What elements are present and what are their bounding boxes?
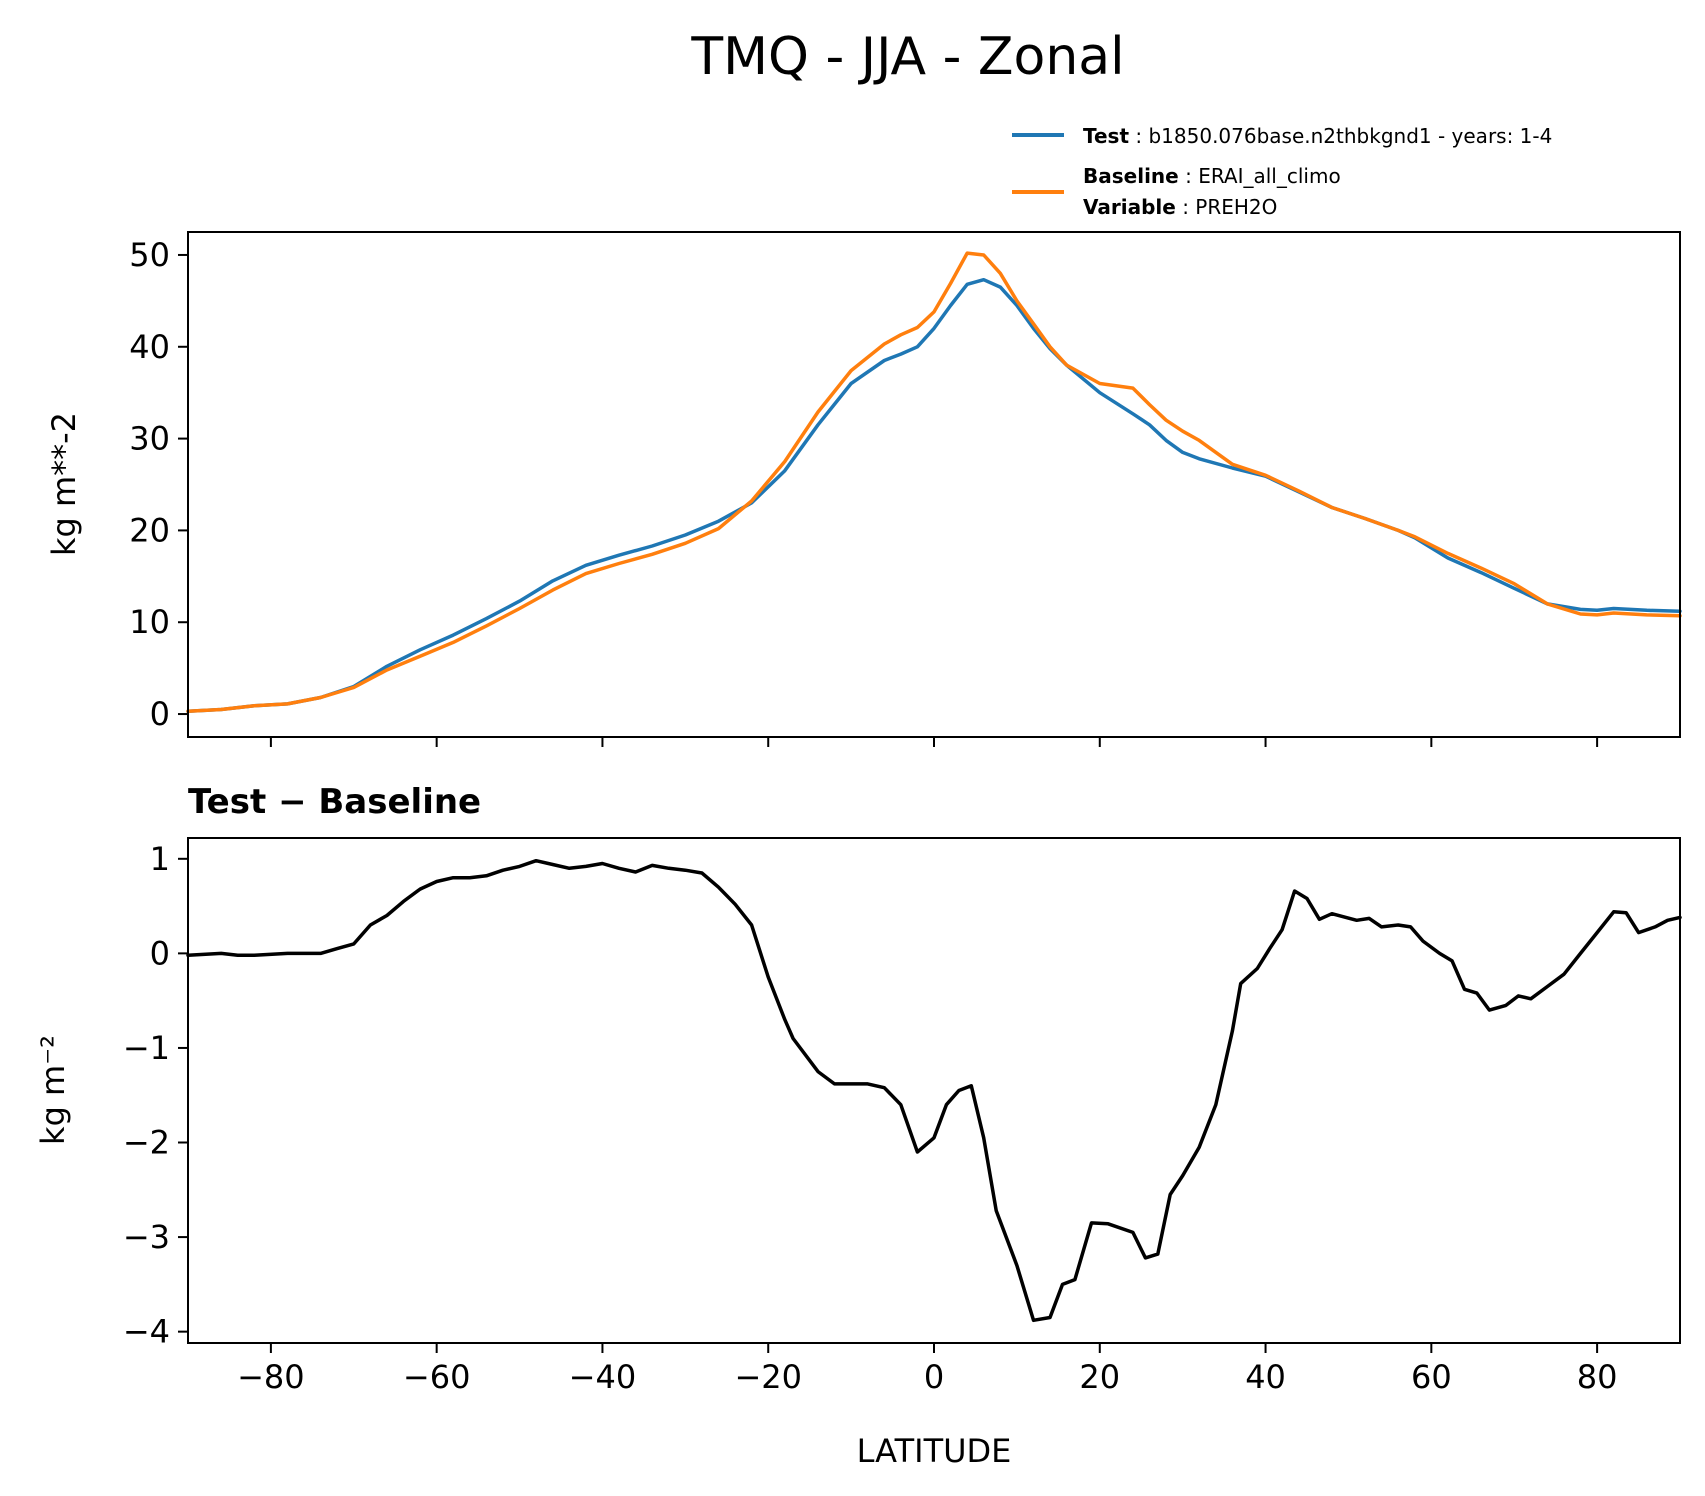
top-panel-ylabel: kg m**-2 — [45, 412, 83, 556]
legend-entry-test: Test : b1850.076base.n2thbkgnd1 - years:… — [1083, 124, 1552, 148]
bottom-panel-xlabel: LATITUDE — [857, 1432, 1012, 1470]
y-tick-label: 50 — [129, 236, 170, 274]
bottom-panel-title: Test − Baseline — [188, 782, 481, 822]
legend-entry-variable: Variable : PREH2O — [1083, 195, 1277, 219]
y-tick-label: −3 — [123, 1218, 170, 1256]
zonal-chart-figure: TMQ - JJA - Zonal Test : b1850.076base.n… — [0, 0, 1705, 1496]
bottom-panel-ylabel: kg m⁻² — [34, 1035, 72, 1145]
y-tick-label: 40 — [129, 328, 170, 366]
x-tick-label: 0 — [924, 1358, 944, 1396]
figure-background — [0, 0, 1705, 1496]
figure-title: TMQ - JJA - Zonal — [690, 27, 1124, 87]
x-tick-label: −40 — [569, 1358, 637, 1396]
x-tick-label: −60 — [403, 1358, 471, 1396]
y-tick-label: 10 — [129, 603, 170, 641]
x-tick-label: 40 — [1245, 1358, 1286, 1396]
y-tick-label: −2 — [123, 1124, 170, 1162]
y-tick-label: 1 — [150, 840, 170, 878]
x-tick-label: −20 — [734, 1358, 802, 1396]
legend-entry-baseline: Baseline : ERAI_all_climo — [1083, 164, 1341, 188]
y-tick-label: 0 — [150, 934, 170, 972]
x-tick-label: 60 — [1411, 1358, 1452, 1396]
x-tick-label: 80 — [1577, 1358, 1618, 1396]
y-tick-label: 0 — [150, 695, 170, 733]
x-tick-label: 20 — [1079, 1358, 1120, 1396]
y-tick-label: −1 — [123, 1029, 170, 1067]
y-tick-label: 30 — [129, 420, 170, 458]
y-tick-label: −4 — [123, 1313, 170, 1351]
y-tick-label: 20 — [129, 511, 170, 549]
x-tick-label: −80 — [237, 1358, 305, 1396]
